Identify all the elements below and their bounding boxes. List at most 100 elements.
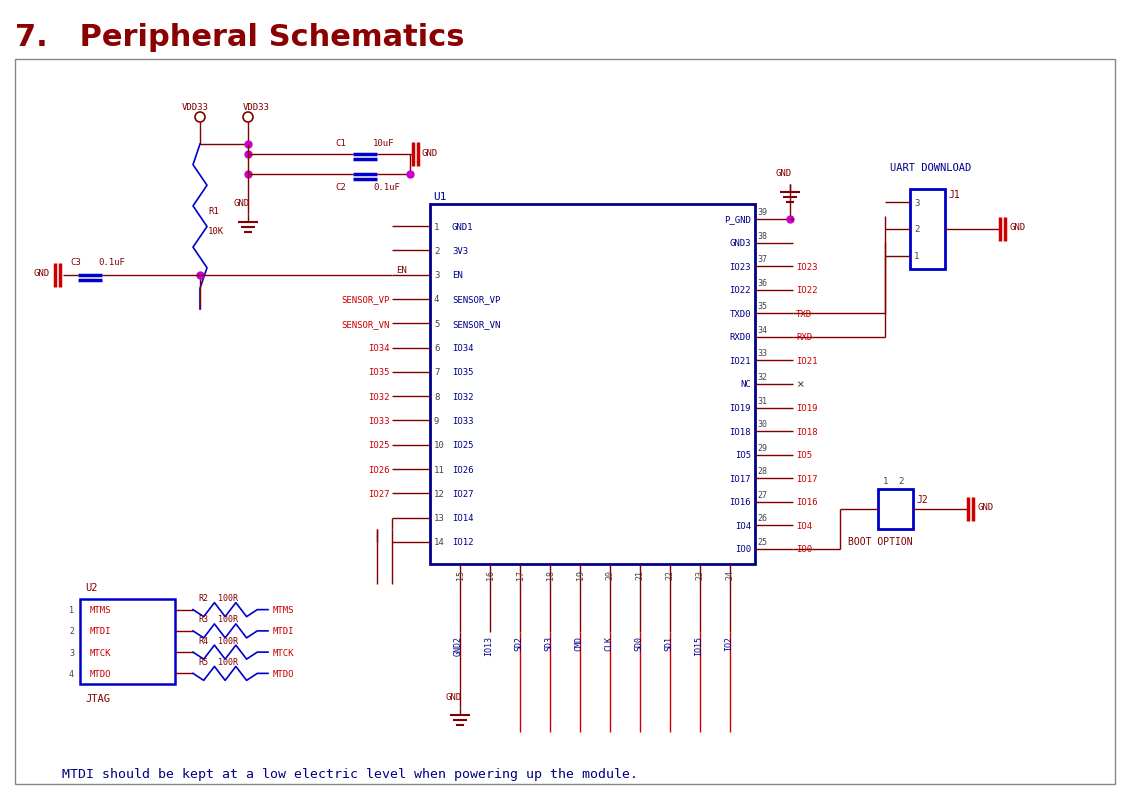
Text: 36: 36	[758, 279, 767, 287]
Text: IO17: IO17	[729, 475, 751, 483]
Text: SD0: SD0	[634, 635, 644, 650]
Text: 100R: 100R	[218, 636, 238, 645]
Text: 38: 38	[758, 231, 767, 240]
Text: IO5: IO5	[796, 450, 812, 459]
Text: SENSOR_VN: SENSOR_VN	[452, 320, 500, 328]
Text: IO0: IO0	[796, 544, 812, 554]
Text: 34: 34	[758, 325, 767, 334]
Bar	[878, 489, 913, 529]
Text: C2: C2	[335, 182, 345, 191]
Text: 3V3: 3V3	[452, 247, 469, 255]
Bar	[910, 190, 945, 270]
Text: 16: 16	[485, 569, 495, 579]
Text: GND: GND	[233, 198, 250, 207]
Text: MTMS: MTMS	[90, 605, 112, 614]
Text: IO19: IO19	[796, 404, 817, 413]
Text: IO16: IO16	[796, 498, 817, 507]
Text: 32: 32	[758, 373, 767, 381]
Text: 10: 10	[434, 441, 445, 450]
Text: R2: R2	[198, 593, 208, 602]
Text: UART DOWNLOAD: UART DOWNLOAD	[890, 163, 971, 173]
Text: 37: 37	[758, 255, 767, 264]
Text: MTCK: MTCK	[90, 648, 112, 657]
Text: IO15: IO15	[694, 635, 703, 655]
Text: 13: 13	[434, 514, 445, 523]
Text: 24: 24	[726, 569, 735, 579]
Text: GND3: GND3	[729, 238, 751, 248]
Text: IO18: IO18	[729, 427, 751, 436]
Text: IO22: IO22	[796, 286, 817, 295]
Text: IO32: IO32	[368, 392, 390, 402]
Text: 0.1uF: 0.1uF	[373, 182, 400, 191]
Text: 39: 39	[758, 208, 767, 217]
Text: MTDI should be kept at a low electric level when powering up the module.: MTDI should be kept at a low electric le…	[30, 768, 638, 781]
Text: IO18: IO18	[796, 427, 817, 436]
Text: IO26: IO26	[452, 465, 473, 474]
Bar	[80, 599, 175, 684]
Text: JTAG: JTAG	[85, 693, 110, 703]
Text: 35: 35	[758, 302, 767, 311]
Text: IO33: IO33	[452, 417, 473, 426]
Text: SENSOR_VP: SENSOR_VP	[452, 295, 500, 304]
Text: MTMS: MTMS	[273, 605, 295, 614]
Text: IO34: IO34	[368, 344, 390, 353]
Text: 6: 6	[434, 344, 439, 353]
Text: SD3: SD3	[544, 635, 553, 650]
Text: 20: 20	[605, 569, 614, 579]
Text: IO21: IO21	[729, 357, 751, 365]
Text: IO23: IO23	[796, 263, 817, 271]
Text: 1: 1	[69, 605, 75, 614]
Text: 2: 2	[434, 247, 439, 255]
Text: 18: 18	[545, 569, 554, 579]
Text: 100R: 100R	[218, 593, 238, 602]
Text: 10uF: 10uF	[373, 138, 394, 147]
Text: 9: 9	[434, 417, 439, 426]
Text: 23: 23	[695, 569, 704, 579]
Text: 33: 33	[758, 349, 767, 358]
Text: P_GND: P_GND	[724, 215, 751, 224]
Text: IO12: IO12	[452, 538, 473, 547]
Text: 25: 25	[758, 537, 767, 546]
Text: VDD33: VDD33	[182, 104, 209, 112]
Text: BOOT OPTION: BOOT OPTION	[848, 536, 912, 546]
Text: 2: 2	[898, 477, 903, 486]
Text: RXD0: RXD0	[729, 333, 751, 342]
Text: J1: J1	[948, 190, 960, 200]
Text: 17: 17	[516, 569, 525, 579]
Text: 11: 11	[434, 465, 445, 474]
Text: IO25: IO25	[452, 441, 473, 450]
Text: GND: GND	[422, 149, 438, 157]
Text: J2: J2	[916, 495, 928, 504]
Text: 30: 30	[758, 420, 767, 429]
Text: GND2: GND2	[454, 635, 463, 655]
Text: 7.   Peripheral Schematics: 7. Peripheral Schematics	[15, 23, 464, 52]
Text: IO4: IO4	[735, 521, 751, 530]
Text: 1: 1	[883, 477, 889, 486]
Text: 7: 7	[434, 368, 439, 377]
Text: IO21: IO21	[796, 357, 817, 365]
Text: CMD: CMD	[574, 635, 583, 650]
Text: U2: U2	[85, 582, 97, 593]
Text: 12: 12	[434, 489, 445, 499]
Text: SD2: SD2	[514, 635, 523, 650]
Text: 14: 14	[434, 538, 445, 547]
Text: ×: ×	[796, 378, 804, 391]
Text: RXD: RXD	[796, 333, 812, 342]
Text: 5: 5	[434, 320, 439, 328]
Text: SENSOR_VN: SENSOR_VN	[342, 320, 390, 328]
Text: U1: U1	[434, 192, 446, 202]
Text: C3: C3	[70, 258, 81, 267]
Text: IO27: IO27	[368, 489, 390, 499]
Text: GND: GND	[1009, 223, 1025, 232]
Text: IO34: IO34	[452, 344, 473, 353]
Text: C1: C1	[335, 138, 345, 147]
Text: 3: 3	[69, 648, 75, 657]
Text: MTDI: MTDI	[273, 626, 295, 636]
Bar	[430, 205, 755, 565]
Text: NC: NC	[741, 380, 751, 389]
Text: GND: GND	[774, 169, 791, 177]
Text: IO5: IO5	[735, 450, 751, 459]
Text: IO35: IO35	[368, 368, 390, 377]
Text: SD1: SD1	[664, 635, 673, 650]
Text: 8: 8	[434, 392, 439, 402]
